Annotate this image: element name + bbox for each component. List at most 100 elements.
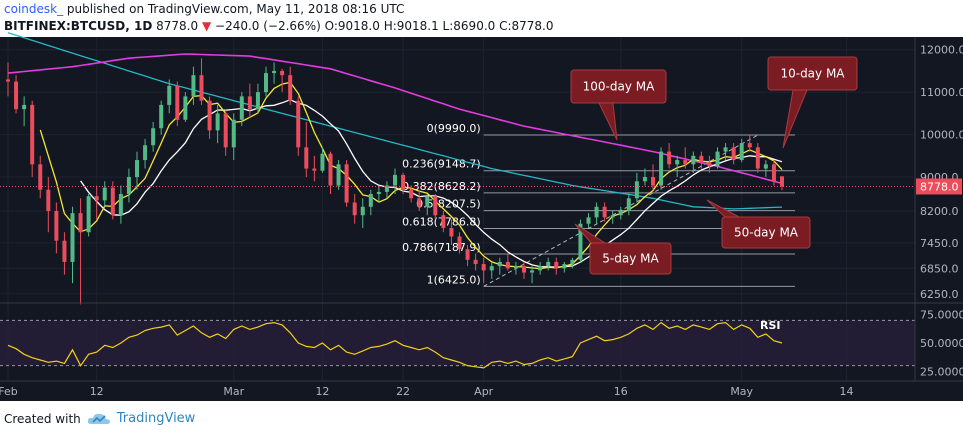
annotation-label: 100-day MA <box>583 80 655 94</box>
annotation-label: 10-day MA <box>780 67 845 81</box>
y-tick-label: 7450.0 <box>920 237 959 250</box>
rsi-label: RSI <box>760 319 781 332</box>
fib-level-label: 0.236(9148.7) <box>402 158 481 171</box>
candle-body <box>376 191 381 195</box>
candle-body <box>288 75 293 101</box>
annotation-pointer <box>706 199 740 218</box>
candle-body <box>481 264 486 271</box>
candle-body <box>46 189 51 211</box>
chart-background <box>0 37 963 401</box>
candle-body <box>651 177 655 186</box>
candle-body <box>409 189 414 199</box>
x-tick-label: 12 <box>90 385 104 398</box>
fib-level-label: 0(9990.0) <box>427 122 481 135</box>
created-with-text: Created with <box>4 411 81 426</box>
candle-body <box>401 174 406 190</box>
price-change: −240.0 (−2.66%) <box>215 19 321 33</box>
candle-body <box>231 119 236 148</box>
candle-body <box>683 160 688 165</box>
candle-body <box>425 196 430 207</box>
candle-body <box>465 249 470 260</box>
y-tick-label: 12000.0 <box>920 44 963 57</box>
candle-body <box>110 187 115 216</box>
candle-body <box>642 177 647 182</box>
candle-body <box>255 92 260 110</box>
candle-body <box>699 155 704 163</box>
candle-body <box>336 164 341 186</box>
tradingview-cloud-icon <box>87 413 110 424</box>
candle-body <box>78 213 83 233</box>
candle-body <box>522 266 526 273</box>
rsi-tick-label: 25.0000 <box>920 365 963 378</box>
x-tick-label: 14 <box>840 385 854 398</box>
candle-body <box>328 153 333 186</box>
ma5-line <box>39 81 783 270</box>
candle-body <box>151 128 156 146</box>
candle-body <box>449 227 454 237</box>
candle-body <box>731 147 736 161</box>
ma100-line <box>7 53 783 185</box>
published-text: published on TradingView.com, May 11, 20… <box>66 2 405 16</box>
fib-level-label: 0.382(8628.2) <box>402 180 481 193</box>
candle-body <box>126 177 131 195</box>
fib-level-label: 0.618(7786.8) <box>402 216 481 229</box>
candle-body <box>433 196 438 216</box>
candle-body <box>280 70 285 76</box>
fib-level-label: 0.786(7187.9) <box>402 241 481 254</box>
candle-body <box>546 261 551 267</box>
annotation-label: 50-day MA <box>734 226 799 240</box>
candle-body <box>602 206 607 218</box>
coindesk-brand[interactable]: coindesk_ <box>4 2 64 16</box>
candle-body <box>38 164 43 190</box>
candle-body <box>667 151 672 165</box>
candle-body <box>86 196 91 233</box>
candle-body <box>94 196 99 201</box>
annotation-pointer <box>598 102 618 141</box>
ohlc-values: O:9018.0 H:9018.1 L:8690.0 C:8778.0 <box>324 19 554 33</box>
candle-body <box>239 96 244 120</box>
annotation-box <box>570 69 667 104</box>
candle-body <box>675 160 680 165</box>
down-triangle-icon: ▼ <box>201 19 212 33</box>
candle-body <box>586 217 591 224</box>
candle-body <box>135 160 139 178</box>
last-price: 8778.0 <box>156 19 199 33</box>
candle-body <box>215 113 220 131</box>
footer: Created with TradingView <box>4 411 195 426</box>
x-tick-label: Feb <box>0 385 18 398</box>
candle-body <box>393 174 397 186</box>
candle-body <box>360 206 365 216</box>
y-tick-label: 11000.0 <box>920 86 963 99</box>
candle-body <box>264 73 268 93</box>
y-tick-label: 9000.0 <box>920 171 959 184</box>
publish-line: coindesk_ published on TradingView.com, … <box>4 2 404 16</box>
candle-body <box>755 147 760 169</box>
candle-body <box>30 104 35 165</box>
annotation-box <box>589 242 672 275</box>
candle-body <box>384 185 389 192</box>
candle-body <box>320 153 325 171</box>
candle-body <box>626 198 631 211</box>
candle-body <box>70 213 75 262</box>
annotation-pointer <box>574 223 607 244</box>
candle-body <box>659 151 664 186</box>
candle-body <box>223 113 228 148</box>
candle-body <box>780 176 784 187</box>
candle-body <box>739 143 744 161</box>
annotation-pointer <box>782 89 808 149</box>
candle-body <box>771 164 776 182</box>
candle-body <box>618 211 623 216</box>
candle-body <box>102 187 107 201</box>
candle-body <box>715 151 720 167</box>
tradingview-brand[interactable]: TradingView <box>116 411 196 426</box>
x-tick-label: Apr <box>474 385 494 398</box>
candle-body <box>707 162 712 167</box>
annotation-box <box>721 216 811 249</box>
candle-body <box>191 75 196 97</box>
candle-body <box>344 164 349 203</box>
candle-body <box>22 104 27 110</box>
candle-body <box>199 75 204 101</box>
candle-body <box>691 155 696 165</box>
annotation-box <box>767 56 858 91</box>
